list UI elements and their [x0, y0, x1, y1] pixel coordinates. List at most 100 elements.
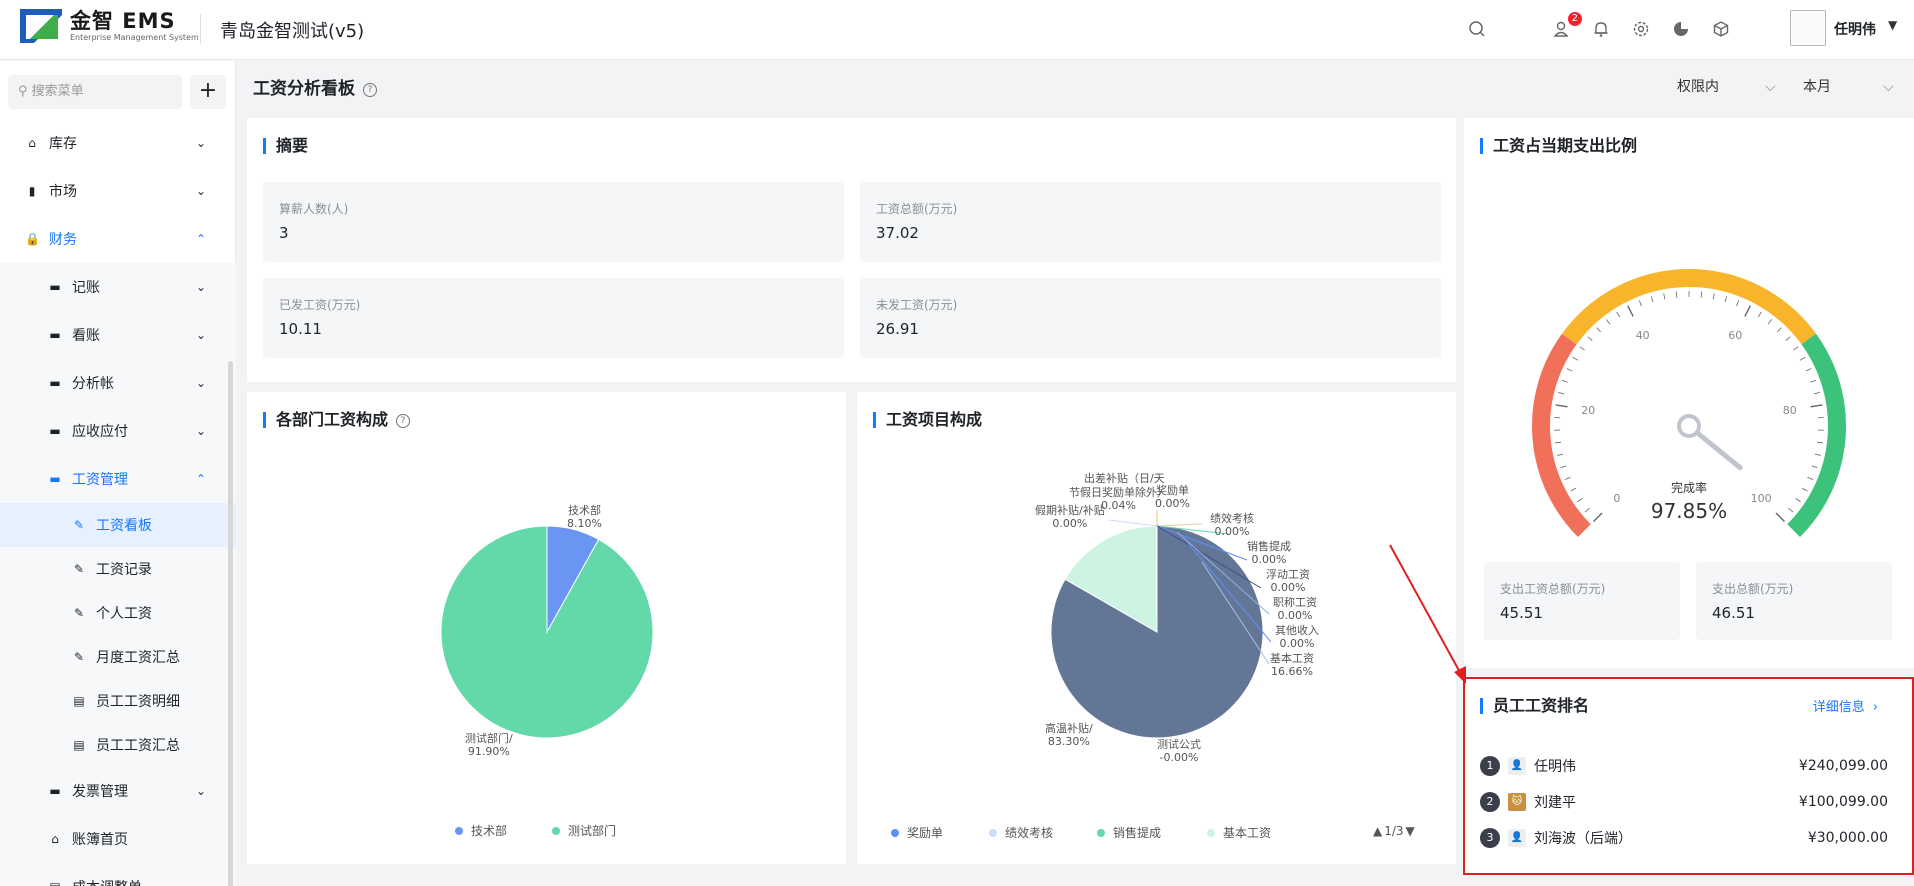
gauge-tick — [1801, 487, 1808, 492]
leader-line — [1186, 541, 1272, 643]
legend-item[interactable]: 奖励单 — [891, 824, 943, 841]
gauge-tick-label: 40 — [1636, 329, 1650, 342]
sidebar-item[interactable]: ▬ 记账 ⌄ — [0, 263, 236, 311]
legend-item[interactable]: 基本工资 — [1207, 824, 1271, 841]
sidebar-item[interactable]: 🔒 财务 ⌃ — [0, 215, 236, 263]
dept-wage-card: 各部门工资构成? 技术部 8.10% 测试部门/91.90% 技术部 测试部门 — [247, 392, 846, 864]
gauge-tick — [1793, 346, 1799, 351]
gauge-hub — [1677, 414, 1701, 438]
sidebar-item[interactable]: ▬ 发票管理 ⌄ — [0, 767, 236, 815]
sidebar-item[interactable]: ▤ 成本调整单 — [0, 863, 236, 886]
gauge-tick-label: 60 — [1728, 329, 1742, 342]
wage-amount: ¥30,000.00 — [1807, 830, 1888, 846]
pie-label: 职称工资 0.00% — [1273, 596, 1317, 622]
legend-item[interactable]: 销售提成 — [1097, 824, 1161, 841]
add-menu-button[interactable]: + — [190, 75, 226, 109]
user-name[interactable]: 任明伟 — [1834, 22, 1876, 38]
gauge-tick-label: 80 — [1783, 404, 1797, 417]
pie-slice[interactable] — [1064, 525, 1158, 633]
sidebar-item[interactable]: ⌂ 库存 ⌄ — [0, 119, 236, 167]
sidebar-item[interactable]: ▮ 市场 ⌄ — [0, 167, 236, 215]
sidebar-item-label: 工资记录 — [96, 562, 152, 578]
help-icon[interactable]: ? — [363, 83, 377, 97]
legend-item[interactable]: 绩效考核 — [989, 824, 1053, 841]
legend-item[interactable]: 测试部门 — [552, 822, 616, 839]
menu-search-input[interactable]: ⚲ 搜索菜单 — [8, 75, 182, 109]
sidebar-scrollbar[interactable] — [228, 361, 233, 886]
doc-icon: ▤ — [48, 880, 62, 886]
sidebar-item[interactable]: ⌂ 账簿首页 — [0, 815, 236, 863]
sidebar-item-label: 记账 — [72, 280, 100, 296]
cube-icon[interactable] — [1710, 18, 1732, 40]
sidebar-item-label: 工资管理 — [72, 472, 128, 488]
pie-label: 奖励单 0.00% — [1155, 484, 1190, 510]
chevron-down-icon[interactable]: ▼ — [1888, 18, 1898, 32]
gauge-tick — [1616, 311, 1621, 318]
pie-slice[interactable] — [440, 525, 654, 739]
pie-chart-icon[interactable] — [1670, 18, 1692, 40]
legend-dot — [891, 828, 899, 837]
sidebar: ⚲ 搜索菜单 + ⌂ 库存 ⌄ ▮ 市场 ⌄ 🔒 财务 ⌃ ▬ 记账 ⌄ ▬ 看账 ⌄ ▬ 分析帐 ⌄ ▬ 应收应付 ⌄… — [0, 61, 236, 886]
gauge-tick — [1555, 404, 1568, 408]
sidebar-item[interactable]: ▬ 看账 ⌄ — [0, 311, 236, 359]
message-icon[interactable]: 2 — [1550, 12, 1582, 40]
scope-select[interactable]: 权限内 ⌵ — [1677, 79, 1776, 95]
gauge-band-low — [1532, 333, 1591, 538]
pie-label: 销售提成 0.00% — [1247, 540, 1291, 566]
gauge-tick — [1744, 305, 1751, 317]
legend-dot — [455, 826, 463, 835]
user-avatar[interactable] — [1790, 10, 1826, 46]
sidebar-item[interactable]: ✎ 月度工资汇总 — [0, 635, 236, 679]
leader-line — [1156, 525, 1262, 589]
stat-paid-wage: 已发工资(万元) 10.11 — [263, 278, 844, 358]
sidebar-item-label: 工资看板 — [96, 518, 152, 534]
sidebar-item[interactable]: ▬ 应收应付 ⌄ — [0, 407, 236, 455]
sidebar-item[interactable]: ✎ 工资记录 — [0, 547, 236, 591]
search-icon[interactable] — [1466, 18, 1488, 40]
chevron-down-icon: ⌄ — [195, 280, 206, 294]
pie-label-tech: 技术部 8.10% — [567, 504, 602, 530]
gauge-tick — [1712, 293, 1715, 300]
ranking-row[interactable]: 2 🐱 刘建平 ¥100,099.00 — [1480, 790, 1888, 814]
gauge-tick — [1724, 296, 1728, 303]
gauge-tick — [1799, 356, 1806, 361]
sidebar-item[interactable]: ✎ 工资看板 — [0, 503, 236, 547]
next-page-icon[interactable]: ▼ — [1405, 824, 1415, 838]
bell-icon[interactable] — [1590, 18, 1612, 40]
stat-label: 已发工资(万元) — [279, 298, 361, 312]
sidebar-item[interactable]: ▤ 员工工资明细 — [0, 679, 236, 723]
wage-amount: ¥240,099.00 — [1798, 758, 1888, 774]
completion-gauge: 0 20 40 60 80 100 完成率 97.85% — [1532, 269, 1846, 538]
gauge-tick — [1767, 319, 1773, 325]
page-header: 工资分析看板? 权限内 ⌵ 本月 ⌵ — [237, 61, 1914, 111]
sidebar-item[interactable]: ✎ 个人工资 — [0, 591, 236, 635]
gear-icon[interactable] — [1630, 18, 1652, 40]
gauge-tick — [1579, 346, 1585, 351]
leader-line — [1156, 525, 1248, 561]
leader-line — [1176, 531, 1270, 615]
gauge-tick — [1805, 368, 1812, 372]
chevron-down-icon: ⌄ — [195, 376, 206, 390]
detail-link[interactable]: 详细信息 › — [1812, 700, 1878, 715]
pie-label: 浮动工资 0.00% — [1266, 568, 1310, 594]
help-icon[interactable]: ? — [396, 414, 411, 428]
sidebar-item[interactable]: ▬ 分析帐 ⌄ — [0, 359, 236, 407]
items-title: 工资项目构成 — [873, 412, 982, 428]
ranking-row[interactable]: 1 👤 任明伟 ¥240,099.00 — [1480, 754, 1888, 778]
gauge-tick — [1605, 319, 1611, 325]
legend-item[interactable]: 技术部 — [455, 822, 507, 839]
period-select[interactable]: 本月 ⌵ — [1803, 79, 1894, 95]
legend-dot — [989, 828, 997, 837]
prev-page-icon[interactable]: ▲ — [1373, 824, 1383, 838]
sidebar-item[interactable]: ▤ 员工工资汇总 — [0, 723, 236, 767]
edit-icon: ✎ — [73, 562, 85, 576]
sidebar-item[interactable]: ▬ 工资管理 ⌃ — [0, 455, 236, 503]
stat-value: 3 — [279, 224, 289, 242]
stat-value: 46.51 — [1712, 604, 1755, 622]
stat-label: 支出总额(万元) — [1712, 582, 1794, 596]
legend-pager[interactable]: ▲ 1/3 ▼ — [1373, 824, 1415, 838]
ranking-row[interactable]: 3 👤 刘海波（后端） ¥30,000.00 — [1480, 826, 1888, 850]
folder-icon: ▬ — [49, 424, 61, 438]
page-title: 工资分析看板? — [253, 74, 377, 99]
employee-name: 任明伟 — [1534, 759, 1576, 775]
